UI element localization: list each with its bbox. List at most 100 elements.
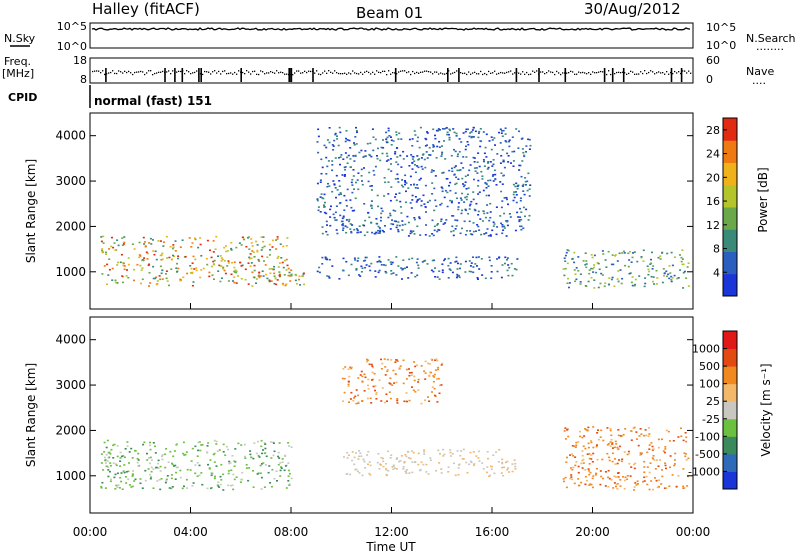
range-gate-cell: [319, 181, 322, 183]
range-gate-cell: [189, 272, 192, 274]
freq-trace-dot: [280, 71, 282, 73]
range-gate-cell: [622, 250, 625, 253]
range-gate-cell: [171, 462, 173, 465]
range-gate-cell: [114, 473, 117, 476]
range-gate-cell: [479, 145, 482, 148]
range-gate-cell: [389, 158, 392, 160]
range-gate-cell: [392, 369, 395, 372]
range-gate-cell: [278, 442, 281, 444]
range-gate-cell: [220, 265, 223, 267]
range-gate-cell: [413, 183, 416, 186]
range-gate-cell: [486, 168, 489, 170]
range-gate-cell: [424, 259, 427, 262]
range-gate-cell: [476, 277, 479, 279]
range-gate-cell: [515, 191, 517, 193]
range-gate-cell: [432, 234, 435, 237]
colorbar-segment: [723, 140, 737, 163]
freq-trace-dot: [650, 70, 652, 72]
range-gate-cell: [256, 473, 259, 475]
range-gate-cell: [448, 128, 451, 131]
range-gate-cell: [606, 452, 609, 455]
range-gate-cell: [409, 232, 412, 235]
freq-trace-dot: [464, 72, 466, 74]
range-gate-cell: [574, 280, 577, 283]
range-gate-cell: [342, 257, 345, 260]
range-gate-cell: [398, 132, 401, 135]
range-gate-cell: [351, 210, 354, 212]
freq-trace-dot: [680, 72, 682, 75]
freq-trace-dot: [184, 73, 186, 75]
range-gate-cell: [459, 454, 462, 457]
range-gate-cell: [643, 466, 646, 468]
range-gate-cell: [617, 472, 619, 474]
freq-trace-dot: [620, 72, 622, 74]
colorbar-segment: [723, 207, 737, 230]
range-gate-cell: [402, 382, 405, 385]
freq-trace-dot: [252, 70, 254, 73]
range-gate-cell: [428, 400, 431, 402]
range-gate-cell: [612, 447, 614, 449]
range-gate-cell: [372, 136, 375, 138]
range-gate-cell: [490, 271, 493, 273]
range-gate-cell: [441, 269, 444, 271]
range-gate-cell: [443, 259, 445, 262]
range-gate-cell: [338, 180, 341, 182]
range-gate-cell: [464, 233, 467, 236]
range-gate-cell: [191, 485, 194, 487]
freq-trace-dot: [488, 70, 490, 73]
range-gate-cell: [669, 455, 672, 457]
range-gate-cell: [329, 224, 332, 227]
range-gate-cell: [599, 470, 602, 472]
range-gate-cell: [615, 443, 618, 445]
range-gate-cell: [396, 224, 399, 227]
range-gate-cell: [432, 270, 435, 273]
y-tick-label: 3000: [55, 378, 86, 392]
range-gate-cell: [562, 478, 565, 480]
range-gate-cell: [340, 154, 343, 156]
freq-trace-dot: [530, 73, 532, 75]
range-gate-cell: [635, 438, 638, 440]
range-gate-cell: [424, 234, 427, 236]
range-gate-cell: [401, 179, 404, 181]
range-gate-cell: [346, 156, 349, 159]
range-gate-cell: [469, 203, 472, 206]
freq-trace-dot: [662, 72, 664, 74]
range-gate-cell: [633, 426, 636, 429]
range-gate-cell: [157, 240, 160, 242]
range-gate-cell: [152, 277, 155, 280]
range-gate-cell: [212, 240, 215, 242]
range-gate-cell: [613, 475, 616, 477]
range-gate-cell: [327, 182, 329, 185]
range-gate-cell: [661, 281, 664, 284]
range-gate-cell: [663, 272, 666, 274]
range-gate-cell: [321, 166, 324, 169]
range-gate-cell: [597, 286, 600, 289]
range-gate-cell: [367, 450, 370, 453]
range-gate-cell: [123, 464, 126, 466]
range-gate-cell: [387, 193, 390, 195]
range-gate-cell: [664, 464, 667, 467]
range-gate-cell: [122, 281, 124, 284]
range-gate-cell: [584, 252, 587, 254]
range-gate-cell: [437, 368, 440, 371]
range-gate-cell: [339, 156, 342, 158]
range-gate-cell: [583, 435, 586, 437]
range-gate-cell: [259, 464, 262, 467]
range-gate-cell: [640, 256, 643, 258]
range-gate-cell: [118, 487, 121, 489]
range-gate-cell: [319, 179, 322, 181]
range-gate-cell: [476, 265, 478, 267]
range-gate-cell: [671, 474, 674, 476]
range-gate-cell: [343, 391, 346, 394]
range-gate-cell: [635, 484, 638, 486]
freq-trace-dot: [102, 70, 104, 72]
range-gate-cell: [250, 238, 253, 240]
range-gate-cell: [414, 365, 417, 368]
range-gate-cell: [321, 226, 324, 228]
range-gate-cell: [457, 467, 460, 469]
range-gate-cell: [415, 261, 418, 264]
freq-trace-dot: [282, 72, 284, 74]
range-gate-cell: [574, 273, 577, 275]
range-gate-cell: [212, 453, 215, 456]
range-gate-cell: [171, 247, 174, 250]
